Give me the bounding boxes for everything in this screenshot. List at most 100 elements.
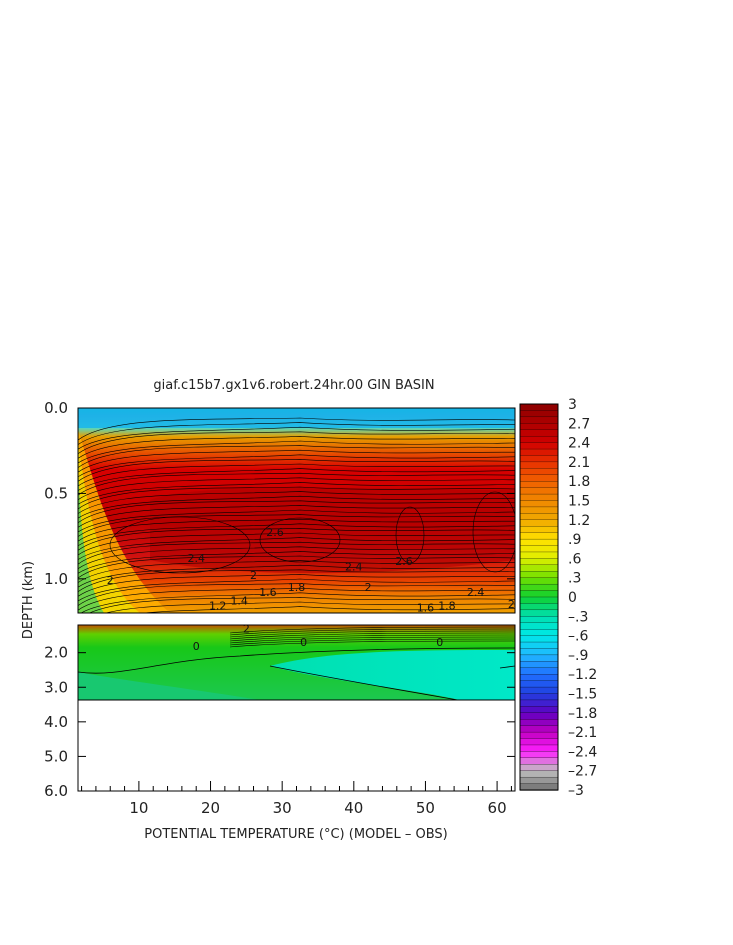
colorbar-swatch	[519, 776, 559, 785]
contour-line	[78, 482, 515, 505]
colorbar-swatch	[519, 558, 559, 566]
x-tick-label: 60	[488, 799, 507, 817]
colorbar-swatch	[519, 725, 559, 733]
contour-line	[140, 606, 515, 613]
contour-label: 2.4	[345, 560, 363, 573]
y-axis-label: DEPTH (km)	[21, 561, 36, 639]
colorbar-swatch	[519, 661, 559, 669]
colorbar-label: 0	[568, 590, 577, 606]
zero-contour-b	[269, 665, 459, 700]
colorbar-swatch	[519, 532, 559, 540]
x-tick-label: 30	[273, 799, 292, 817]
colorbar-swatch	[519, 770, 559, 778]
colorbar-swatch	[519, 706, 559, 714]
contour-label: 1.8	[438, 600, 456, 613]
contour-line	[78, 426, 515, 450]
colorbar-swatch	[519, 783, 559, 791]
contour-label: 0	[193, 640, 200, 653]
y-tick-label: 6.0	[44, 782, 68, 800]
colorbar-swatch	[519, 481, 559, 489]
colorbar-swatch	[519, 654, 559, 662]
contour-label: 0	[436, 636, 443, 649]
contour-label: 2	[243, 623, 250, 636]
contour-line	[78, 564, 515, 588]
colorbar-swatch	[519, 667, 559, 675]
contour-label: 0	[300, 636, 307, 649]
x-tick-label: 10	[129, 799, 148, 817]
contour-label: 2	[250, 569, 257, 582]
colorbar-swatch	[519, 686, 559, 695]
zero-contour-a	[78, 647, 515, 674]
contour-label: 1.4	[230, 594, 248, 607]
contour-line	[78, 518, 515, 542]
contour-line	[78, 422, 515, 445]
contour-loop	[259, 517, 341, 563]
contour-label: 2.6	[266, 526, 284, 539]
y-tick-label: 1.0	[44, 570, 68, 588]
contour-line	[78, 449, 515, 473]
contour-line	[78, 537, 515, 560]
colorbar-swatch	[519, 506, 559, 515]
x-tick-label: 50	[416, 799, 435, 817]
colorbar-swatch	[519, 757, 559, 765]
colorbar-swatch	[519, 500, 559, 508]
y-tick-label: 0.5	[44, 484, 68, 502]
colorbar-label: 1.8	[568, 474, 590, 490]
colorbar-label: –.3	[568, 609, 588, 625]
contour-label: 1.6	[417, 601, 435, 614]
colorbar-label: –1.5	[568, 687, 597, 703]
colorbar-swatch	[519, 648, 559, 656]
colorbar-swatch	[519, 641, 559, 650]
colorbar-swatch	[519, 564, 559, 572]
lower-panel: 0 0 0 2	[78, 623, 515, 700]
colorbar-swatch	[519, 629, 559, 637]
colorbar-label: –2.1	[568, 725, 597, 741]
contour-line	[78, 417, 515, 441]
zero-contour-c	[499, 665, 515, 669]
colorbar-swatch	[519, 429, 559, 437]
colorbar-swatch	[519, 603, 559, 611]
colorbar-swatch	[519, 545, 559, 553]
contour-line	[78, 445, 515, 468]
contour-line	[78, 574, 515, 597]
colorbar-label: –2.4	[568, 744, 597, 760]
colorbar-label: 1.2	[568, 513, 590, 529]
colorbar-swatch	[519, 571, 559, 579]
x-axis: 10 20 30 40 50 60	[81, 781, 512, 817]
colorbar-label: –1.2	[568, 667, 597, 683]
contour-loop	[109, 516, 251, 574]
contour-line	[78, 587, 515, 611]
contour-line	[78, 578, 515, 602]
colorbar-swatch	[519, 719, 559, 727]
contour-line	[78, 523, 515, 547]
colorbar-swatch	[519, 622, 559, 630]
contour-line	[80, 592, 515, 613]
contour-line	[78, 495, 515, 519]
y-tick-label: 3.0	[44, 678, 68, 696]
colorbar-label: –2.7	[568, 764, 597, 780]
contour-line	[78, 431, 515, 455]
upper-left-green-edge	[78, 460, 104, 613]
colorbar-swatch	[519, 751, 559, 759]
contour-line	[78, 472, 515, 496]
colorbar-label: –3	[568, 783, 584, 799]
contour-label: 2.4	[467, 586, 485, 599]
y-axis-lower: 2.0 3.0 4.0 5.0 6.0	[44, 644, 515, 800]
colorbar-frame	[519, 403, 559, 791]
contour-label: 2	[365, 581, 372, 594]
colorbar-swatch	[519, 674, 559, 682]
contour-line	[229, 628, 515, 636]
colorbar-swatch	[519, 455, 559, 463]
y-tick-label: 0.0	[44, 399, 68, 417]
contour-line	[229, 630, 515, 638]
colorbar-swatch	[519, 616, 559, 624]
contour-line	[78, 486, 515, 510]
colorbar-swatch	[519, 461, 559, 469]
x-axis-label: POTENTIAL TEMPERATURE (°C) (MODEL – OBS)	[144, 827, 448, 842]
contour-label: 1.6	[259, 586, 277, 599]
colorbar-swatch	[519, 538, 559, 547]
contour-line	[104, 601, 515, 613]
colorbar-swatch	[519, 487, 559, 495]
contour-label: 2	[508, 598, 515, 611]
